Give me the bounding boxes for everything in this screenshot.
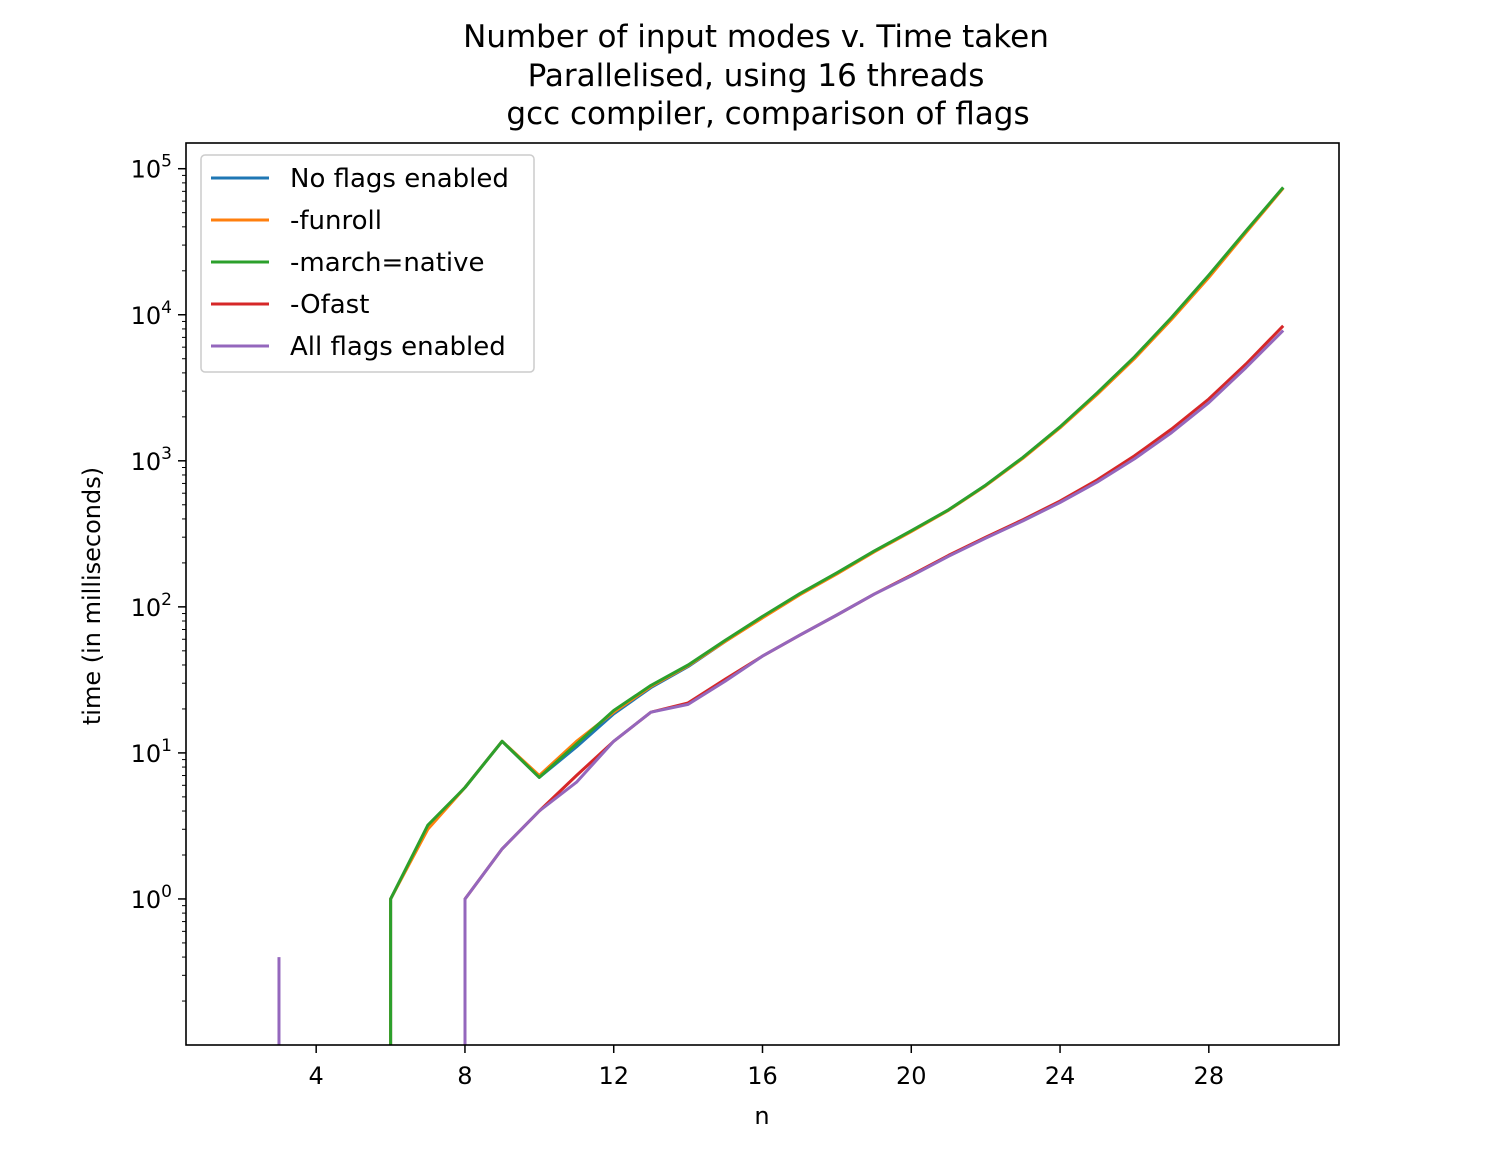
x-tick-label: 4 xyxy=(309,1062,324,1090)
chart-title-line-1: Number of input modes v. Time taken xyxy=(463,19,1049,55)
legend-label-2: -march=native xyxy=(290,248,485,278)
y-tick-label: 104 xyxy=(131,298,172,330)
legend: No flags enabled -funroll -march=native -Of… xyxy=(200,154,535,373)
x-axis-label: n xyxy=(754,1102,769,1130)
legend-label-3: -Ofast xyxy=(290,290,369,320)
chart-title: Number of input modes v. Time taken Para… xyxy=(463,19,1049,132)
chart-title-line-2: Parallelised, using 16 threads xyxy=(528,58,985,94)
axis-ticks: 4 8 12 16 20 24 28 100 101 102 103 104 105 xyxy=(131,152,1224,1090)
x-tick-label: 16 xyxy=(747,1062,778,1090)
legend-label-1: -funroll xyxy=(290,206,382,236)
x-tick-label: 20 xyxy=(896,1062,927,1090)
series-line-4 xyxy=(463,329,1285,1045)
series-line-3 xyxy=(463,324,1285,1045)
legend-label-4: All flags enabled xyxy=(290,332,506,362)
x-tick-label: 12 xyxy=(598,1062,629,1090)
y-tick-label: 101 xyxy=(131,736,172,768)
series-layer xyxy=(277,186,1285,1045)
legend-box xyxy=(200,154,535,373)
x-tick-label: 8 xyxy=(457,1062,472,1090)
y-tick-label: 100 xyxy=(131,882,172,914)
x-tick-label: 24 xyxy=(1045,1062,1076,1090)
legend-label-0: No flags enabled xyxy=(290,164,509,194)
y-tick-label: 105 xyxy=(131,152,172,184)
y-tick-label: 103 xyxy=(131,444,172,476)
chart-title-line-3: gcc compiler, comparison of flags xyxy=(506,96,1029,132)
y-axis-label: time (in milliseconds) xyxy=(78,467,106,725)
series-line-2 xyxy=(389,186,1285,1045)
x-tick-label: 28 xyxy=(1194,1062,1225,1090)
y-tick-label: 102 xyxy=(131,590,172,622)
